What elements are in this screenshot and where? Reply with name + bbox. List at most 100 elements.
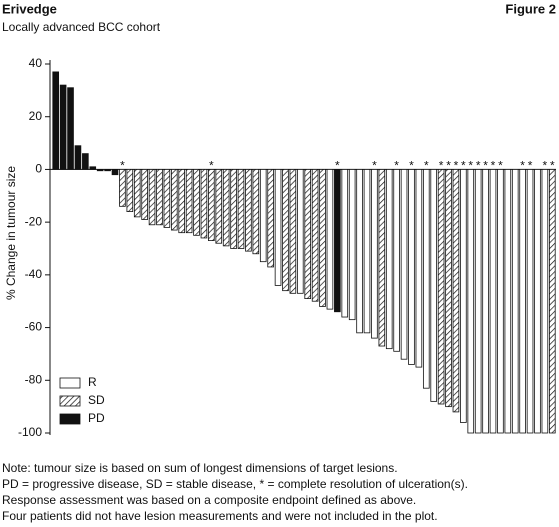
annotation: * [454,159,459,173]
legend-swatch [59,395,81,407]
bar [415,169,423,368]
bar [133,169,141,218]
bar [437,169,445,405]
annotation: * [394,159,399,173]
bar [534,169,541,434]
bar [489,169,497,434]
bar [82,153,89,170]
bar [148,169,156,226]
bar [274,169,282,286]
note: PD = progressive disease, SD = stable di… [2,477,468,491]
note: Note: tumour size is based on sum of lon… [2,461,398,475]
chart-subtitle: Locally advanced BCC cohort [2,20,161,34]
bar [363,169,371,334]
bar [141,169,148,220]
bar [393,169,400,352]
bar [378,169,386,347]
bar [163,169,171,228]
bar [385,169,393,350]
bar [371,169,378,339]
bar [334,169,341,313]
bar [156,169,163,226]
legend-label: R [88,375,97,389]
bar [119,169,126,207]
bar [289,169,297,294]
bar [245,169,252,252]
bar [267,169,274,268]
bar [460,169,467,423]
annotation: * [120,159,125,173]
bar [259,169,267,263]
y-tick-label: -100 [18,425,42,439]
bar [170,169,178,231]
bar [111,169,119,176]
bar [282,169,289,292]
legend-label: SD [88,393,105,407]
bar [548,169,556,434]
bar [467,169,475,434]
bar [185,169,193,234]
annotation: * [483,159,488,173]
annotation: * [468,159,473,173]
figure-label: Figure 2 [505,1,556,16]
bar [74,145,82,170]
y-tick-label: -60 [25,320,43,334]
bar [422,169,430,389]
note: Response assessment was based on a compo… [2,493,416,507]
bar [348,169,356,321]
y-tick-label: -20 [25,214,43,228]
bar [319,169,326,307]
bar [497,169,504,434]
bar [67,87,74,170]
annotation: * [528,159,533,173]
legend-swatch [59,377,81,389]
bar [482,169,489,434]
bar [519,169,526,434]
bar [304,169,312,299]
bar [430,169,438,402]
bar [237,169,245,249]
bar [52,71,60,170]
bar [296,169,304,294]
bar [230,169,237,249]
bar [541,169,549,434]
bar [215,169,223,244]
bar [96,169,104,172]
bar [526,169,534,434]
annotation: * [498,159,503,173]
bar [326,169,334,310]
annotation: * [446,159,451,173]
annotation: * [461,159,466,173]
bar [222,169,230,247]
bar [89,166,97,170]
bar [178,169,186,234]
y-tick-label: 20 [29,109,43,123]
annotation: * [491,159,496,173]
legend-swatch [59,413,81,425]
annotation: * [543,159,548,173]
bar [474,169,482,434]
annotation: * [209,159,214,173]
bar [504,169,512,434]
bar [408,169,415,365]
y-tick-label: -80 [25,372,43,386]
annotation: * [439,159,444,173]
bar [104,169,111,172]
bar [252,169,260,255]
bar [356,169,363,334]
y-tick-label: 0 [35,162,42,176]
bar [126,169,134,213]
annotation: * [409,159,414,173]
annotation: * [550,159,555,173]
bar [208,169,215,241]
bar [200,169,208,239]
bar [511,169,519,434]
annotation: * [476,159,481,173]
bar [311,169,319,302]
annotation: * [520,159,525,173]
y-axis-label: % Change in tumour size [4,166,18,300]
legend-label: PD [88,411,105,425]
bar [445,169,452,408]
annotation: * [372,159,377,173]
